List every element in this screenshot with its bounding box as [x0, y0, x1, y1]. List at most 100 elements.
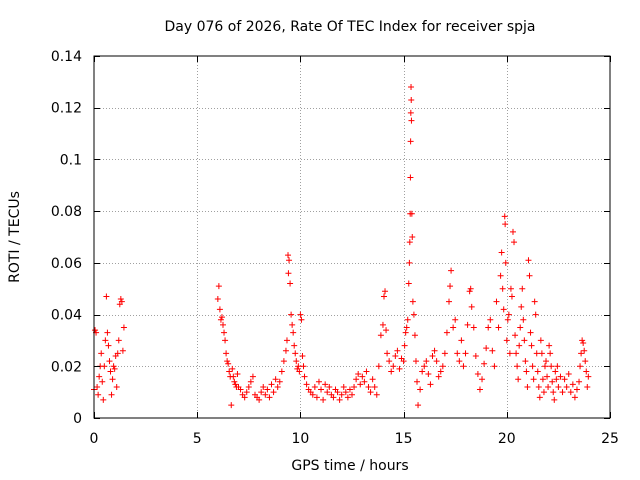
data-point: [228, 402, 235, 409]
data-point: [489, 347, 496, 354]
data-point: [218, 314, 225, 321]
data-point: [338, 391, 345, 398]
data-point: [547, 350, 554, 357]
x-tick-label: 25: [601, 431, 619, 447]
data-point: [280, 358, 287, 365]
x-axis-label: GPS time / hours: [291, 458, 408, 474]
data-point: [234, 371, 241, 378]
data-point: [402, 329, 409, 336]
data-point: [509, 228, 516, 235]
data-point: [229, 365, 236, 372]
data-point: [454, 350, 461, 357]
data-point: [407, 174, 414, 181]
data-point: [553, 376, 560, 383]
data-point: [491, 363, 498, 370]
x-tick-label: 15: [395, 431, 413, 447]
data-point: [105, 342, 112, 349]
data-point: [216, 306, 223, 313]
data-point: [303, 381, 310, 388]
data-point: [375, 363, 382, 370]
data-point: [485, 324, 492, 331]
data-point: [415, 402, 422, 409]
data-point: [224, 358, 231, 365]
data-point: [412, 358, 419, 365]
data-point: [550, 389, 557, 396]
data-point: [92, 327, 99, 334]
data-point: [458, 337, 465, 344]
data-point: [462, 350, 469, 357]
data-point: [102, 337, 109, 344]
data-point: [439, 363, 446, 370]
data-point: [555, 383, 562, 390]
data-point: [232, 381, 239, 388]
data-point: [286, 257, 293, 264]
data-point: [472, 352, 479, 359]
data-point: [241, 394, 248, 401]
y-tick-label: 0.04: [51, 308, 82, 324]
data-point: [503, 337, 510, 344]
data-point: [500, 306, 507, 313]
data-point: [526, 272, 533, 279]
data-point: [379, 321, 386, 328]
data-point: [519, 285, 526, 292]
data-point: [573, 386, 580, 393]
data-point: [520, 316, 527, 323]
data-point: [289, 321, 296, 328]
data-point: [429, 352, 436, 359]
data-point: [406, 259, 413, 266]
plot-frame: [93, 55, 611, 419]
data-point: [580, 340, 587, 347]
data-point: [396, 365, 403, 372]
data-point: [371, 383, 378, 390]
data-point: [559, 389, 566, 396]
data-point: [565, 371, 572, 378]
data-point: [585, 373, 592, 380]
data-point: [508, 293, 515, 300]
data-point: [369, 376, 376, 383]
data-point: [538, 350, 545, 357]
data-point: [231, 378, 238, 385]
data-point: [487, 316, 494, 323]
data-point: [408, 117, 415, 124]
data-point: [98, 350, 105, 357]
data-point: [447, 283, 454, 290]
data-point: [441, 350, 448, 357]
data-point: [578, 350, 585, 357]
data-point: [313, 394, 320, 401]
data-point: [410, 311, 417, 318]
data-point: [276, 378, 283, 385]
data-point: [285, 252, 292, 259]
data-point: [407, 138, 414, 145]
data-point: [524, 383, 531, 390]
data-point: [525, 257, 532, 264]
data-point: [576, 378, 583, 385]
data-point: [517, 324, 524, 331]
data-point: [516, 342, 523, 349]
data-point: [299, 352, 306, 359]
data-point: [536, 394, 543, 401]
data-point: [386, 358, 393, 365]
data-point: [336, 396, 343, 403]
y-tick-label: 0.1: [60, 152, 82, 168]
data-point: [99, 378, 106, 385]
data-point: [545, 383, 552, 390]
y-tick-labels: 0 0.02 0.04 0.06 0.08 0.1 0.12 0.14: [51, 49, 82, 427]
y-tick-label: 0: [73, 411, 82, 427]
data-point: [431, 347, 438, 354]
data-point: [468, 303, 475, 310]
data-point: [390, 363, 397, 370]
data-point: [537, 337, 544, 344]
data-point: [527, 329, 534, 336]
x-tick-labels: 0 5 10 15 20 25: [90, 431, 619, 447]
data-point: [344, 394, 351, 401]
data-point: [521, 337, 528, 344]
data-point: [533, 350, 540, 357]
data-point: [367, 389, 374, 396]
data-point: [215, 283, 222, 290]
data-point: [567, 389, 574, 396]
data-point: [405, 280, 412, 287]
data-point: [96, 373, 103, 380]
data-point: [373, 391, 380, 398]
data-point: [443, 329, 450, 336]
